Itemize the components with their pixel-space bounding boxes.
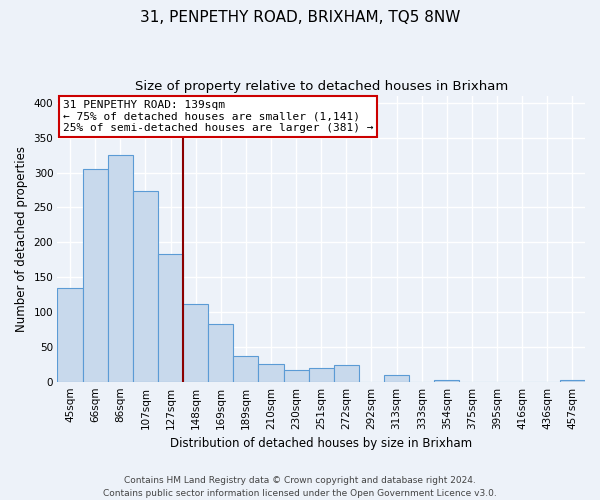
Text: Contains HM Land Registry data © Crown copyright and database right 2024.
Contai: Contains HM Land Registry data © Crown c…	[103, 476, 497, 498]
Bar	[83, 169, 108, 382]
Bar	[560, 380, 585, 382]
Bar	[133, 192, 158, 382]
Bar	[259, 364, 284, 382]
Bar	[183, 304, 208, 382]
X-axis label: Distribution of detached houses by size in Brixham: Distribution of detached houses by size …	[170, 437, 472, 450]
Bar	[58, 288, 83, 382]
Bar	[158, 254, 183, 382]
Bar	[434, 380, 460, 382]
Text: 31 PENPETHY ROAD: 139sqm
← 75% of detached houses are smaller (1,141)
25% of sem: 31 PENPETHY ROAD: 139sqm ← 75% of detach…	[63, 100, 373, 133]
Bar	[233, 356, 259, 382]
Text: 31, PENPETHY ROAD, BRIXHAM, TQ5 8NW: 31, PENPETHY ROAD, BRIXHAM, TQ5 8NW	[140, 10, 460, 25]
Bar	[334, 365, 359, 382]
Bar	[384, 376, 409, 382]
Bar	[284, 370, 308, 382]
Bar	[108, 155, 133, 382]
Title: Size of property relative to detached houses in Brixham: Size of property relative to detached ho…	[134, 80, 508, 93]
Bar	[308, 368, 334, 382]
Y-axis label: Number of detached properties: Number of detached properties	[15, 146, 28, 332]
Bar	[208, 324, 233, 382]
